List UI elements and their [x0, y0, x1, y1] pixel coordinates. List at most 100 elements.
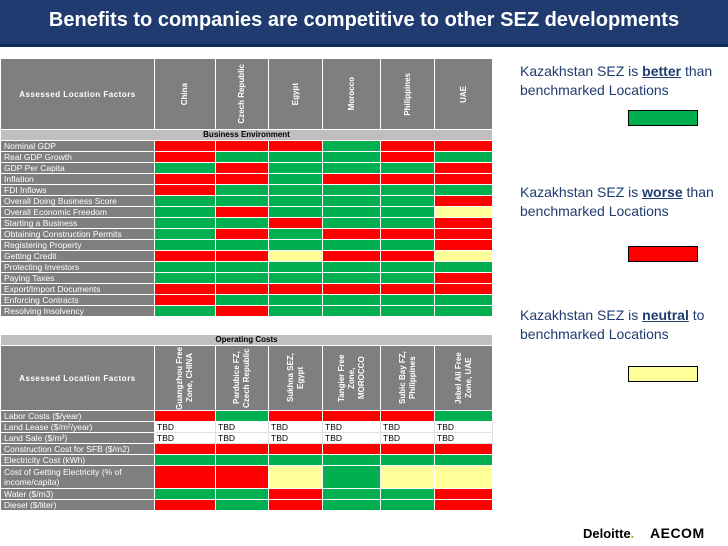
deloitte-logo: Deloitte. [583, 526, 635, 541]
rating-cell [322, 217, 381, 229]
rating-cell [380, 443, 435, 455]
column-header: Jebel Ali Free Zone, UAE [433, 345, 494, 411]
table-row: Land Sale ($/m²) TBD TBD TBD TBD TBD TBD [0, 432, 494, 444]
rating-cell [268, 410, 323, 422]
rating-cell [380, 305, 435, 317]
table-row: Inflation [0, 173, 493, 185]
row-label: Protecting Investors [0, 261, 155, 273]
table-row: Starting a Business [0, 217, 493, 229]
rating-cell [154, 499, 216, 511]
legend-better-text: Kazakhstan SEZ is better than benchmarke… [520, 63, 713, 98]
row-label: Enforcing Contracts [0, 294, 155, 306]
rating-cell [268, 443, 323, 455]
rating-cell [268, 250, 323, 262]
rating-cell [154, 294, 216, 306]
rating-cell [322, 305, 381, 317]
rating-cell [154, 465, 216, 489]
rating-cell [215, 499, 269, 511]
rating-cell [154, 488, 216, 500]
rating-cell [215, 162, 269, 174]
rating-cell [215, 410, 269, 422]
rating-cell [322, 410, 381, 422]
title-bar: Benefits to companies are competitive to… [0, 0, 728, 47]
column-header-text: Egypt [290, 82, 300, 106]
rating-cell [380, 250, 435, 262]
rating-cell [434, 272, 493, 284]
table-row: Water ($/m3) [0, 488, 494, 500]
rating-cell [268, 499, 323, 511]
rating-cell [268, 488, 323, 500]
row-label: Nominal GDP [0, 140, 155, 152]
rating-cell: TBD [154, 432, 216, 444]
rating-cell [215, 272, 269, 284]
rating-cell [215, 228, 269, 240]
rating-cell [380, 228, 435, 240]
rating-cell [434, 305, 493, 317]
header-label: Assessed Location Factors [0, 345, 155, 411]
table-row: Export/Import Documents [0, 283, 493, 295]
table-row: Construction Cost for SFB ($/m2) [0, 443, 494, 455]
column-header-text: Tangier Free Zone, MOROCCO [336, 354, 366, 402]
rating-cell [322, 184, 381, 196]
rating-cell [380, 499, 435, 511]
rating-cell: TBD [268, 432, 323, 444]
rating-cell [322, 250, 381, 262]
rating-cell [215, 195, 269, 207]
rating-cell [322, 206, 381, 218]
rating-cell [215, 250, 269, 262]
rating-cell [215, 454, 269, 466]
row-label: Overall Economic Freedom [0, 206, 155, 218]
rating-cell [268, 217, 323, 229]
rating-cell [322, 162, 381, 174]
table-row: Electricity Cost (kWh) [0, 454, 494, 466]
rating-cell [434, 195, 493, 207]
rating-cell [154, 239, 216, 251]
column-header: Guangzhou Free Zone, CHINA [154, 345, 216, 411]
rating-cell [154, 162, 216, 174]
rating-cell [322, 140, 381, 152]
rating-cell [322, 499, 381, 511]
section-header-row: Operating Costs [0, 334, 494, 346]
rating-cell [322, 272, 381, 284]
rating-cell [268, 195, 323, 207]
rating-cell [268, 206, 323, 218]
page-title: Benefits to companies are competitive to… [48, 9, 680, 31]
legend-neutral-text: Kazakhstan SEZ is neutral to benchmarked… [520, 307, 705, 342]
rating-cell [380, 261, 435, 273]
rating-cell [154, 217, 216, 229]
rating-cell: TBD [268, 421, 323, 433]
table-row: Overall Economic Freedom [0, 206, 493, 218]
rating-cell [380, 465, 435, 489]
rating-cell [434, 283, 493, 295]
rating-cell [380, 410, 435, 422]
row-label: Starting a Business [0, 217, 155, 229]
rating-cell [215, 217, 269, 229]
rating-cell [215, 488, 269, 500]
rating-cell: TBD [215, 421, 269, 433]
rating-cell [215, 443, 269, 455]
rating-cell [380, 294, 435, 306]
column-header: China [154, 58, 216, 130]
rating-cell [434, 217, 493, 229]
table-row: Land Lease ($/m²/year) TBD TBD TBD TBD TBD TBD [0, 421, 494, 433]
rating-cell [268, 162, 323, 174]
business-environment-table: Assessed Location Factors China Czech Repu… [0, 58, 493, 317]
rating-cell [154, 206, 216, 218]
rating-cell [215, 261, 269, 273]
rating-cell [380, 162, 435, 174]
rating-cell [154, 283, 216, 295]
rating-cell [154, 443, 216, 455]
row-label: Labor Costs ($/year) [0, 410, 155, 422]
rating-cell [434, 162, 493, 174]
rating-cell [322, 294, 381, 306]
column-header: Philippines [380, 58, 435, 130]
legend-worse-swatch [628, 246, 698, 262]
rating-cell: TBD [433, 432, 494, 444]
rating-cell [154, 228, 216, 240]
operating-costs-table: Operating Costs Assessed Location Factors… [0, 334, 494, 511]
rating-cell [215, 283, 269, 295]
rating-cell [380, 140, 435, 152]
header-label: Assessed Location Factors [0, 58, 155, 130]
rating-cell [433, 410, 494, 422]
rating-cell [433, 499, 494, 511]
